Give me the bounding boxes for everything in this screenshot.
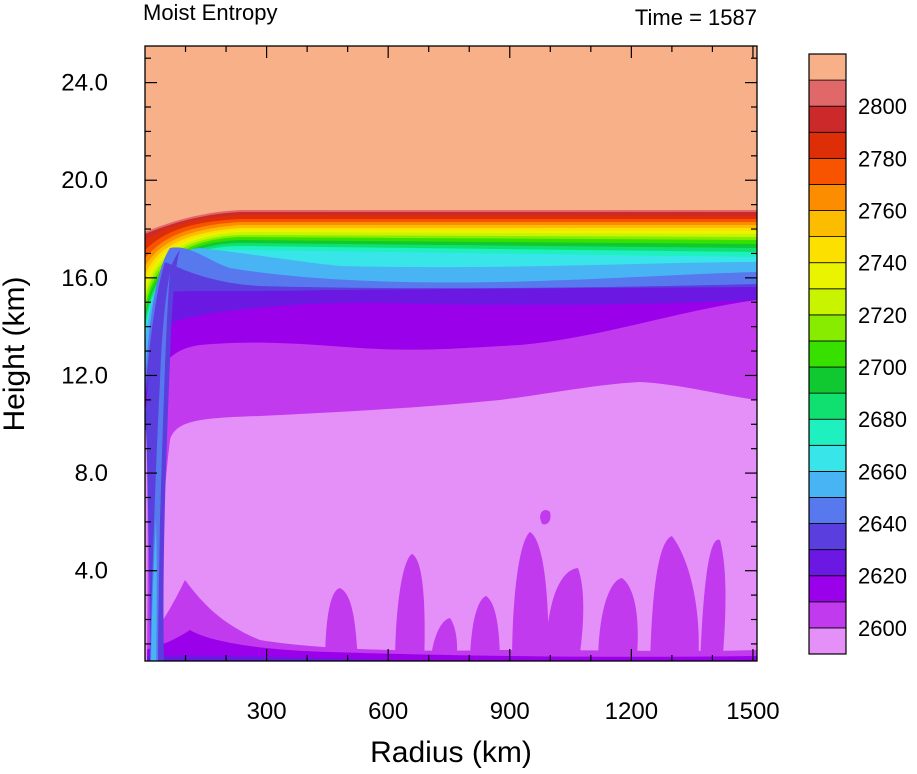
- isolated-blob: [540, 510, 551, 525]
- colorbar-box-12: [808, 314, 847, 342]
- plot-frame: [144, 45, 758, 662]
- surface-plume-5: [598, 578, 638, 661]
- colorbar-box-17: [808, 184, 847, 211]
- y-axis-label: Height (km): [0, 276, 31, 431]
- x-tick-label-300: 300: [247, 698, 287, 725]
- colorbar-box-16: [808, 210, 847, 238]
- colorbar-box-10: [808, 366, 847, 394]
- surface-plume-8: [430, 618, 458, 661]
- colorbar-box-22: [808, 53, 847, 81]
- contour-field: [145, 46, 757, 661]
- colorbar-box-6: [808, 470, 847, 498]
- x-tick-label-1500: 1500: [726, 698, 779, 725]
- colorbar-box-18: [808, 157, 847, 185]
- colorbar-label-2640: 2640: [858, 512, 907, 537]
- colorbar-box-0: [808, 627, 847, 655]
- colorbar-box-20: [808, 105, 847, 133]
- surface-plume-1: [395, 554, 425, 661]
- x-tick-label-900: 900: [490, 698, 530, 725]
- colorbar-box-9: [808, 392, 847, 420]
- time-label: Time = 1587: [635, 5, 757, 30]
- colorbar-box-13: [808, 288, 847, 316]
- colorbar-box-11: [808, 340, 847, 368]
- colorbar-box-7: [808, 444, 847, 472]
- colorbar-box-2: [808, 575, 847, 603]
- boundary-2620: [145, 630, 757, 661]
- surface-plume-4: [545, 568, 584, 661]
- colorbar-box-1: [808, 601, 847, 629]
- colorbar-label-2680: 2680: [858, 407, 907, 432]
- colorbar-box-14: [808, 262, 847, 290]
- surface-plume-7: [700, 539, 726, 661]
- y-tick-label-24: 24.0: [61, 70, 108, 97]
- x-tick-label-600: 600: [368, 698, 408, 725]
- y-axis: 4.0 8.0 12.0 16.0 20.0 24.0: [61, 57, 757, 645]
- surface-plume-0: [325, 588, 358, 661]
- colorbar-label-2760: 2760: [858, 199, 907, 224]
- y-tick-label-12: 12.0: [61, 362, 108, 389]
- eye-2600: [145, 430, 148, 661]
- surface-plume-3: [512, 532, 549, 661]
- x-axis: 300 600 900 1200 1500: [184, 46, 780, 725]
- colorbar: 2600 2620 2640 2660 2680 2700 2720 2740 2760 2780…: [808, 53, 907, 655]
- y-tick-label-20: 20.0: [61, 167, 108, 194]
- colorbar-label-2800: 2800: [858, 94, 907, 119]
- colorbar-label-2740: 2740: [858, 251, 907, 276]
- colorbar-box-8: [808, 418, 847, 446]
- colorbar-label-2660: 2660: [858, 459, 907, 484]
- boundary-2630: [145, 655, 757, 661]
- region-2600: [160, 382, 757, 661]
- x-axis-label: Radius (km): [370, 736, 532, 769]
- colorbar-box-5: [808, 497, 847, 524]
- colorbar-box-4: [808, 523, 847, 551]
- colorbar-frame: [808, 53, 847, 655]
- colorbar-box-21: [808, 79, 847, 107]
- surface-plume-6: [650, 536, 699, 661]
- colorbar-label-2700: 2700: [858, 355, 907, 380]
- colorbar-box-15: [808, 236, 847, 264]
- y-tick-label-16: 16.0: [61, 265, 108, 292]
- colorbar-label-2620: 2620: [858, 564, 907, 589]
- y-tick-label-8: 8.0: [75, 460, 108, 487]
- colorbar-label-2780: 2780: [858, 146, 907, 171]
- colorbar-label-2600: 2600: [858, 616, 907, 641]
- colorbar-label-2720: 2720: [858, 303, 907, 328]
- chart-title: Moist Entropy: [143, 0, 278, 25]
- eyewall-2660: [151, 520, 157, 661]
- colorbar-box-19: [808, 131, 847, 159]
- colorbar-box-3: [808, 549, 847, 577]
- x-tick-label-1200: 1200: [605, 698, 658, 725]
- y-tick-label-4: 4.0: [75, 558, 108, 585]
- surface-plume-2: [470, 596, 500, 661]
